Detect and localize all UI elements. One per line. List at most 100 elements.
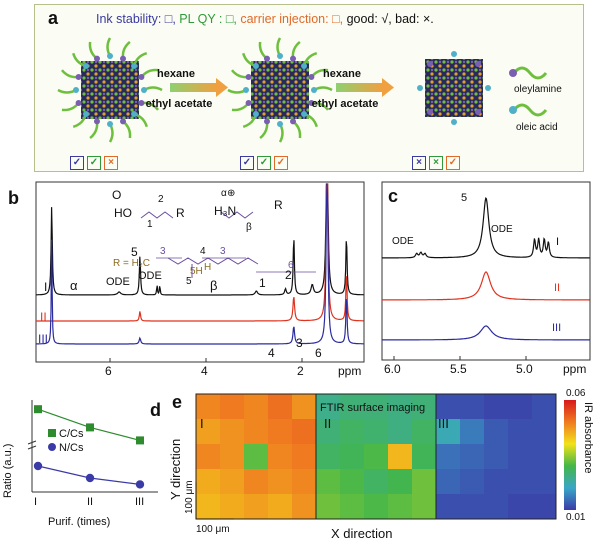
e-cell-II-1-2 bbox=[364, 419, 389, 445]
e-cell-I-1-0 bbox=[196, 419, 221, 445]
b-peak-1: 1 bbox=[259, 276, 266, 290]
e-cell-II-4-2 bbox=[364, 494, 389, 520]
ligand-head bbox=[73, 87, 79, 93]
ligand-head bbox=[475, 109, 482, 116]
ligand-head bbox=[475, 60, 482, 67]
e-cell-II-2-4 bbox=[412, 444, 437, 470]
chain-5c: 5 bbox=[186, 276, 192, 287]
ligand-head bbox=[93, 55, 100, 62]
c-trace-label-III: III bbox=[552, 322, 562, 334]
e-cell-I-4-4 bbox=[292, 494, 317, 520]
b-peak-6: 6 bbox=[315, 346, 322, 360]
c-tick-6: 6.0 bbox=[384, 362, 401, 376]
mark-3-carrier: ✓ bbox=[446, 156, 460, 170]
step1-top: hexane bbox=[157, 68, 195, 80]
e-cell-I-2-4 bbox=[292, 444, 317, 470]
amine-h3n: H₃N bbox=[214, 204, 237, 218]
chain-r: R = H₂C bbox=[113, 258, 150, 269]
e-cell-II-0-4 bbox=[412, 394, 437, 420]
ligand-head bbox=[131, 111, 138, 118]
d-point-1-0 bbox=[33, 461, 43, 471]
trace-c-I bbox=[382, 196, 590, 259]
d-cat-I: I bbox=[34, 496, 38, 508]
panel-d-chart bbox=[27, 400, 158, 493]
acid-1: 1 bbox=[147, 219, 153, 230]
acid-2: 2 bbox=[158, 194, 164, 205]
e-cell-II-3-2 bbox=[364, 469, 389, 495]
e-cell-I-4-0 bbox=[196, 494, 221, 520]
e-title: FTIR surface imaging bbox=[320, 402, 426, 414]
b-peak-2: 2 bbox=[285, 268, 292, 282]
e-cell-I-3-1 bbox=[220, 469, 245, 495]
panel-b-spectrum bbox=[35, 181, 365, 363]
ligand-head bbox=[277, 53, 283, 59]
d-legend-ncs: N/Cs bbox=[48, 442, 83, 454]
e-cell-II-4-0 bbox=[316, 494, 341, 520]
legend-goodbad: good: √, bad: ×. bbox=[346, 12, 434, 26]
d-point-0-0 bbox=[34, 405, 42, 414]
amine-plus: ⊕ bbox=[227, 188, 236, 199]
ligand-head bbox=[263, 118, 270, 125]
b-unit: ppm bbox=[338, 364, 362, 378]
e-cell-III-3-2 bbox=[484, 469, 509, 495]
b-peak-4: 4 bbox=[268, 346, 275, 360]
e-tile-III: III bbox=[438, 416, 449, 431]
e-cell-I-3-3 bbox=[268, 469, 293, 495]
b-trace-label-III: III bbox=[38, 332, 49, 346]
chain-4: 4 bbox=[200, 246, 206, 257]
d-cat-II: II bbox=[87, 496, 94, 508]
b-peak-ode1: ODE bbox=[106, 276, 130, 288]
mark-3-ink: × bbox=[412, 156, 426, 170]
c-trace-label-II: II bbox=[554, 282, 561, 294]
step2-bottom: ethyl acetate bbox=[311, 98, 379, 110]
e-cell-III-4-2 bbox=[484, 494, 509, 520]
c-peak-5: 5 bbox=[461, 192, 468, 204]
b-trace-label-I: I bbox=[44, 280, 48, 294]
e-cell-III-2-3 bbox=[508, 444, 533, 470]
legend-plqy: PL QY : □, bbox=[179, 12, 237, 26]
b-peak-beta: β bbox=[210, 278, 218, 293]
e-cell-I-1-2 bbox=[244, 419, 269, 445]
legend-ink: Ink stability: □, bbox=[96, 12, 176, 26]
e-cell-I-1-1 bbox=[220, 419, 245, 445]
e-cell-I-0-0 bbox=[196, 394, 221, 420]
e-cell-II-0-2 bbox=[364, 394, 389, 420]
step2-top: hexane bbox=[323, 68, 361, 80]
e-cell-I-3-2 bbox=[244, 469, 269, 495]
e-cell-I-2-0 bbox=[196, 444, 221, 470]
ligand-head bbox=[93, 118, 100, 125]
ligand-head bbox=[277, 121, 283, 127]
amine-beta: β bbox=[246, 222, 252, 233]
e-cell-III-2-0 bbox=[436, 444, 461, 470]
c-unit: ppm bbox=[563, 362, 587, 376]
e-cell-I-4-3 bbox=[268, 494, 293, 520]
ligand-head bbox=[311, 87, 317, 93]
e-cell-III-4-3 bbox=[508, 494, 533, 520]
amine-r: R bbox=[274, 198, 283, 212]
e-cb-min: 0.01 bbox=[566, 512, 586, 523]
ligand-head bbox=[308, 73, 315, 80]
e-cell-II-2-2 bbox=[364, 444, 389, 470]
trace-b-I bbox=[36, 183, 364, 296]
e-tile-II: II bbox=[324, 416, 332, 431]
e-cell-III-4-1 bbox=[460, 494, 485, 520]
ligand-head bbox=[451, 119, 457, 125]
ligand-head bbox=[417, 85, 423, 91]
nanocrystal-1 bbox=[81, 61, 139, 119]
ligand-head bbox=[131, 62, 138, 69]
d-legend-ccs-marker bbox=[48, 429, 56, 437]
ligand-head bbox=[245, 100, 252, 107]
panel-e-heatmap bbox=[195, 393, 557, 520]
e-cell-II-3-1 bbox=[340, 469, 365, 495]
chain-3b: 3 bbox=[220, 246, 226, 257]
d-point-0-2 bbox=[136, 436, 144, 445]
ligand-head bbox=[107, 53, 113, 59]
e-cell-III-1-2 bbox=[484, 419, 509, 445]
ligand-head bbox=[75, 73, 82, 80]
e-cell-III-3-3 bbox=[508, 469, 533, 495]
d-legend-ncs-label: N/Cs bbox=[59, 442, 84, 454]
e-scale-x: 100 μm bbox=[196, 524, 230, 535]
panel-a-label: a bbox=[48, 8, 59, 28]
ligand-head bbox=[451, 51, 457, 57]
b-tick-2: 2 bbox=[297, 364, 304, 378]
